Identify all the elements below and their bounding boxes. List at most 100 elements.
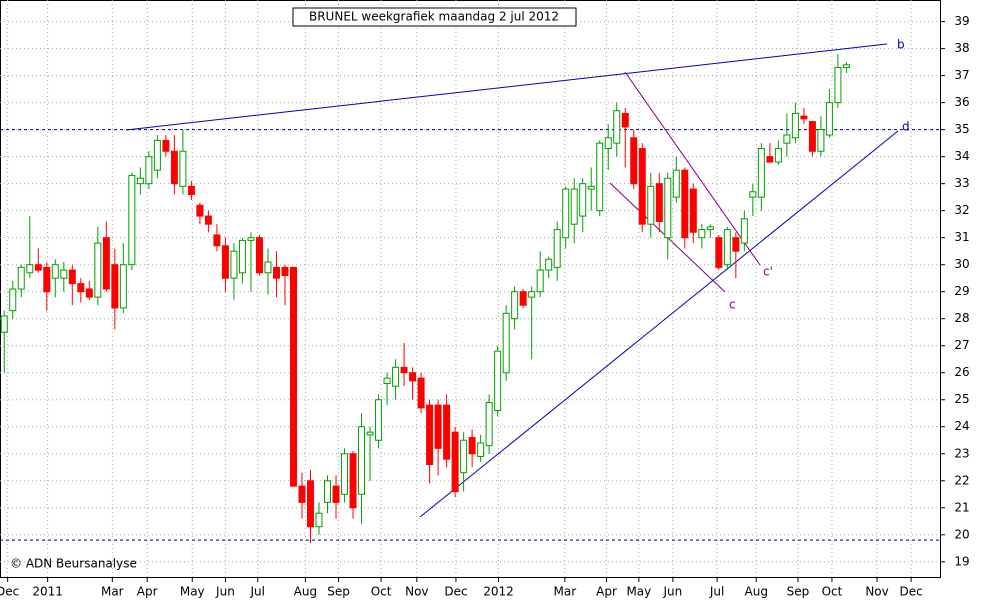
- x-tick-label: Jun: [215, 585, 235, 599]
- title-box: [292, 7, 577, 27]
- candle-body: [238, 239, 246, 274]
- candle-body: [808, 121, 816, 152]
- x-tick-label: Apr: [596, 585, 617, 599]
- candle-body: [528, 291, 536, 298]
- candle-body: [494, 350, 502, 412]
- x-tick-label: Mar: [554, 585, 577, 599]
- candle-body: [706, 226, 714, 231]
- candle-body: [825, 102, 833, 136]
- candle-body: [596, 142, 604, 212]
- candle-body: [349, 453, 357, 509]
- candle-body: [230, 250, 238, 279]
- trend-line: [419, 130, 899, 518]
- candle-body: [289, 266, 297, 487]
- y-tick-label: 25: [954, 392, 969, 406]
- candle-body: [341, 453, 349, 495]
- candle-body: [774, 148, 782, 163]
- candle-body: [332, 485, 340, 503]
- y-tick-label: 27: [954, 338, 969, 352]
- candle-body: [162, 139, 170, 152]
- y-tick-label: 37: [954, 68, 969, 82]
- x-tick-label: Jul: [250, 585, 265, 599]
- x-tick-label: Mar: [101, 585, 124, 599]
- y-tick-label: 20: [954, 527, 969, 541]
- annotation: c: [729, 298, 736, 312]
- y-tick-label: 31: [954, 230, 969, 244]
- candle-body: [689, 188, 697, 233]
- y-tick-label: 29: [954, 284, 969, 298]
- candle-body: [417, 377, 425, 409]
- candle-body: [715, 237, 723, 268]
- y-tick-label: 19: [954, 554, 969, 568]
- candle-body: [26, 264, 34, 274]
- candle-body: [170, 150, 178, 185]
- candle-body: [145, 156, 153, 185]
- candle-body: [723, 229, 731, 266]
- candle-body: [375, 399, 383, 441]
- x-tick-label: Dec: [0, 585, 19, 599]
- y-tick-label: 38: [954, 41, 969, 55]
- candle-body: [451, 431, 459, 493]
- candle-body: [383, 377, 391, 385]
- candle-body: [400, 366, 408, 374]
- candle-body: [213, 234, 221, 247]
- candle-body: [570, 188, 578, 225]
- x-tick-label: Sep: [327, 585, 350, 599]
- candle-body: [255, 237, 263, 274]
- candle-body: [298, 485, 306, 503]
- candle-body: [460, 439, 468, 474]
- candle-body: [68, 269, 76, 285]
- x-tick-label: Aug: [294, 585, 317, 599]
- candle-body: [817, 129, 825, 152]
- candle-body: [757, 148, 765, 198]
- candle-body: [272, 266, 280, 279]
- candle-body: [196, 204, 204, 217]
- candle-body: [306, 480, 314, 528]
- candle-body: [672, 169, 680, 198]
- x-tick-label: Apr: [137, 585, 158, 599]
- annotation: b: [897, 38, 905, 52]
- candle-body: [477, 442, 485, 457]
- candle-body: [392, 366, 400, 387]
- candles: [0, 54, 850, 543]
- candle-body: [630, 137, 638, 185]
- candle-body: [511, 291, 519, 320]
- y-tick-label: 36: [954, 95, 969, 109]
- candle-body: [553, 229, 561, 268]
- y-tick-label: 24: [954, 419, 969, 433]
- candle-body: [766, 156, 774, 163]
- candle-body: [638, 148, 646, 225]
- x-tick-label: Oct: [371, 585, 392, 599]
- candle-body: [0, 315, 8, 333]
- x-tick-label: May: [180, 585, 205, 599]
- copyright: © ADN Beursanalyse: [10, 557, 137, 571]
- candle-body: [358, 426, 366, 495]
- y-tick-label: 30: [954, 257, 969, 271]
- candle-body: [17, 266, 25, 290]
- chart-title: BRUNEL weekgrafiek maandag 2 jul 2012: [309, 10, 559, 24]
- annotation: d: [902, 120, 910, 134]
- y-tick-label: 21: [954, 500, 969, 514]
- candle-body: [834, 67, 842, 104]
- y-tick-label: 33: [954, 176, 969, 190]
- trend-line: [125, 43, 888, 131]
- annotation: c': [763, 265, 773, 279]
- candle-body: [426, 404, 434, 466]
- y-tick-label: 32: [954, 203, 969, 217]
- candle-body: [698, 229, 706, 239]
- y-tick-label: 28: [954, 311, 969, 325]
- candle-body: [536, 269, 544, 293]
- x-tick-label: Dec: [899, 585, 922, 599]
- candle-body: [281, 266, 289, 276]
- candle-body: [842, 64, 850, 69]
- candle-body: [43, 266, 51, 293]
- x-tick-label: May: [626, 585, 651, 599]
- candle-body: [77, 283, 85, 293]
- candle-body: [221, 245, 229, 279]
- candle-body: [324, 480, 332, 503]
- trend-line: [624, 71, 761, 266]
- candle-body: [153, 139, 161, 171]
- candle-body: [545, 258, 553, 271]
- x-tick-label: Nov: [865, 585, 888, 599]
